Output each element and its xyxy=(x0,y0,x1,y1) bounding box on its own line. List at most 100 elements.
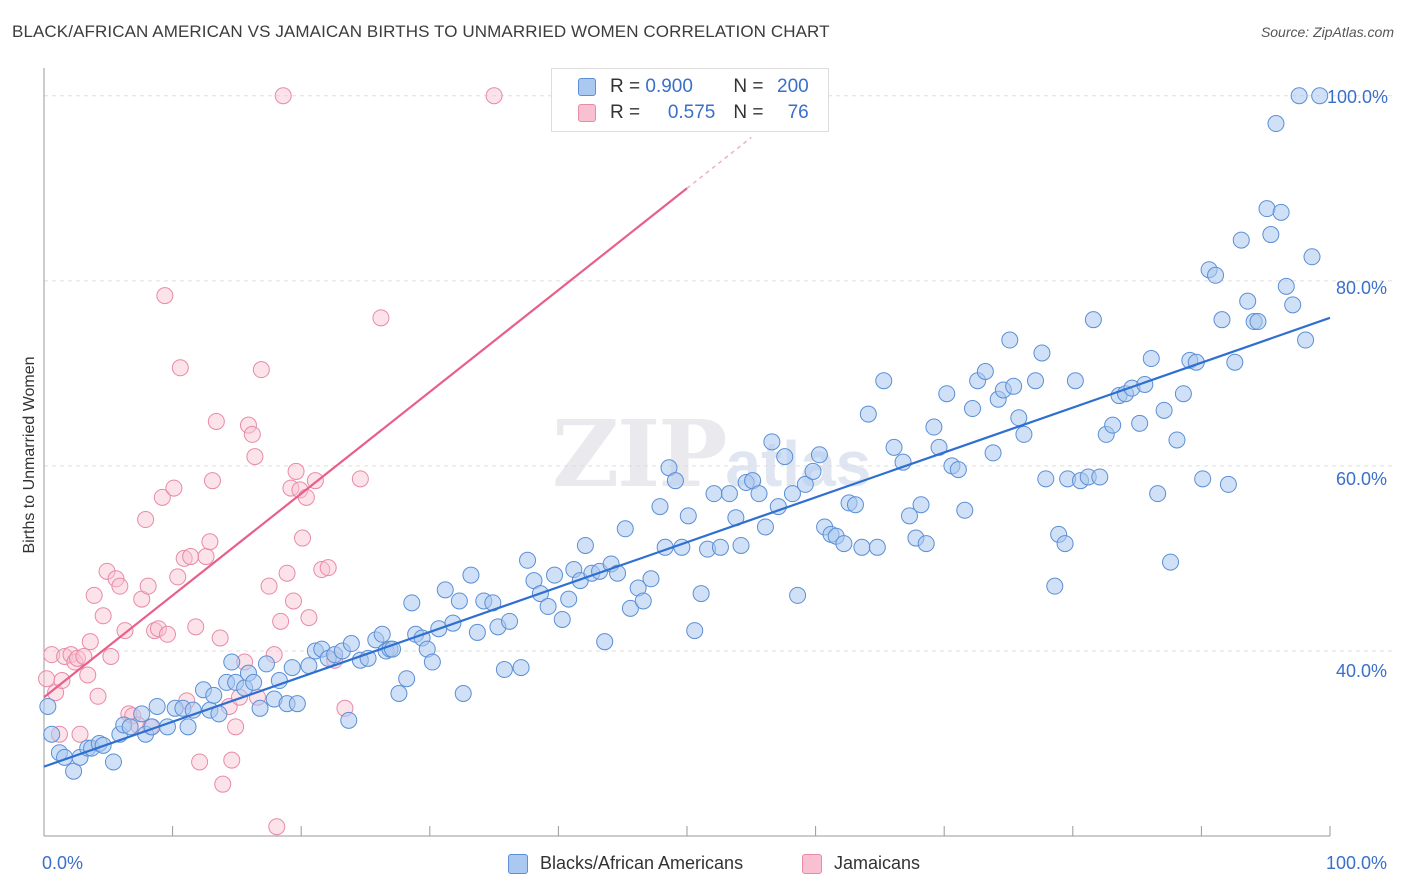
jamaican-point xyxy=(156,287,174,305)
black-african-american-point xyxy=(750,485,768,503)
black-african-american-point xyxy=(720,485,738,503)
black-african-american-point xyxy=(450,592,468,610)
jamaican-point xyxy=(268,818,286,836)
jamaican-point xyxy=(98,562,116,580)
black-african-american-point xyxy=(1037,470,1055,488)
legend-swatch-pink xyxy=(578,104,596,122)
black-african-american-point xyxy=(1084,311,1102,329)
jamaican-point xyxy=(139,577,157,595)
black-african-american-point xyxy=(949,461,967,479)
black-african-american-point xyxy=(609,564,627,582)
jamaican-point xyxy=(68,649,86,667)
black-african-american-point xyxy=(340,711,358,729)
jamaican-point xyxy=(137,511,155,529)
jamaican-point xyxy=(297,488,315,506)
jamaican-point xyxy=(227,718,245,736)
jamaican-point xyxy=(53,672,71,690)
black-african-american-point xyxy=(925,418,943,436)
jamaican-point xyxy=(274,87,292,105)
black-african-american-point xyxy=(868,538,886,556)
black-african-american-point xyxy=(283,659,301,677)
black-african-american-point xyxy=(390,685,408,703)
jamaican-point xyxy=(111,577,129,595)
black-african-american-point xyxy=(1046,577,1064,595)
black-african-american-point xyxy=(546,566,564,584)
black-african-american-point xyxy=(519,551,537,569)
black-african-american-point xyxy=(454,685,472,703)
black-african-american-point xyxy=(1005,377,1023,395)
black-african-american-point xyxy=(398,670,416,688)
black-african-american-point xyxy=(576,536,594,554)
jamaican-point xyxy=(260,577,278,595)
black-african-american-point xyxy=(1226,353,1244,371)
legend-r-value: 0.575 xyxy=(667,102,716,123)
jamaican-point xyxy=(71,725,89,743)
black-african-american-point xyxy=(384,640,402,658)
legend-n-value: 200 xyxy=(777,76,809,97)
stats-legend: R = 0.900 N = 200 R = 0.575 N = 76 xyxy=(551,68,829,132)
black-african-american-point xyxy=(859,405,877,423)
black-african-american-point xyxy=(796,475,814,493)
jamaicans-trend-line xyxy=(43,187,688,699)
jamaican-point xyxy=(79,666,97,684)
black-african-american-point xyxy=(403,594,421,612)
jamaican-point xyxy=(102,647,120,665)
jamaican-point xyxy=(94,607,112,625)
black-african-american-point xyxy=(65,762,83,780)
jamaican-point xyxy=(319,559,337,577)
jamaican-point xyxy=(252,361,270,379)
black-african-american-point xyxy=(596,633,614,651)
watermark: ZIPatlas xyxy=(552,400,871,508)
jamaican-point xyxy=(223,751,241,769)
black-african-american-point xyxy=(373,625,391,643)
jamaican-point xyxy=(246,448,264,466)
black-african-american-point xyxy=(1001,331,1019,349)
blacks-trend-line xyxy=(43,316,1331,768)
black-african-american-point xyxy=(1297,331,1315,349)
black-african-american-point xyxy=(763,433,781,451)
black-african-american-point xyxy=(539,598,557,616)
y-tick-label-80: 80.0% xyxy=(1336,278,1388,298)
black-african-american-point xyxy=(1174,385,1192,403)
jamaican-point xyxy=(485,87,503,105)
jamaican-point xyxy=(149,620,167,638)
black-african-american-point xyxy=(783,485,801,503)
black-african-american-point xyxy=(342,635,360,653)
black-african-american-point xyxy=(1249,313,1267,331)
black-african-american-point xyxy=(1207,266,1225,284)
legend-row-jamaicans: R = 0.575 N = 76 xyxy=(578,101,809,125)
x-tick-label-max: 100.0% xyxy=(1326,853,1388,873)
black-african-american-point xyxy=(732,536,750,554)
legend-r-value: 0.900 xyxy=(645,76,693,97)
black-african-american-point xyxy=(1142,350,1160,368)
jamaican-point xyxy=(169,568,187,586)
black-african-american-point xyxy=(853,538,871,556)
black-african-american-point xyxy=(1219,475,1237,493)
black-african-american-point xyxy=(1284,296,1302,314)
jamaican-point xyxy=(287,462,305,480)
black-african-american-point xyxy=(560,590,578,608)
black-african-american-point xyxy=(692,585,710,603)
black-african-american-point xyxy=(804,462,822,480)
black-african-american-point xyxy=(917,535,935,553)
bottom-legend-blacks: Blacks/African Americans xyxy=(508,853,743,874)
jamaican-point xyxy=(165,479,183,497)
black-african-american-point xyxy=(756,518,774,536)
jamaican-point xyxy=(187,618,205,636)
black-african-american-point xyxy=(1027,372,1045,390)
black-african-american-point xyxy=(938,385,956,403)
black-african-american-point xyxy=(679,507,697,525)
jamaican-point xyxy=(171,359,189,377)
black-african-american-point xyxy=(885,438,903,456)
black-african-american-point xyxy=(1311,87,1329,105)
black-african-american-point xyxy=(1056,535,1074,553)
black-african-american-point xyxy=(900,507,918,525)
black-african-american-point xyxy=(1149,485,1167,503)
black-african-american-point xyxy=(501,612,519,630)
black-african-american-point xyxy=(666,472,684,490)
jamaican-point xyxy=(293,529,311,547)
black-african-american-point xyxy=(1258,200,1276,218)
black-african-american-point xyxy=(257,655,275,673)
jamaican-point xyxy=(158,625,176,643)
